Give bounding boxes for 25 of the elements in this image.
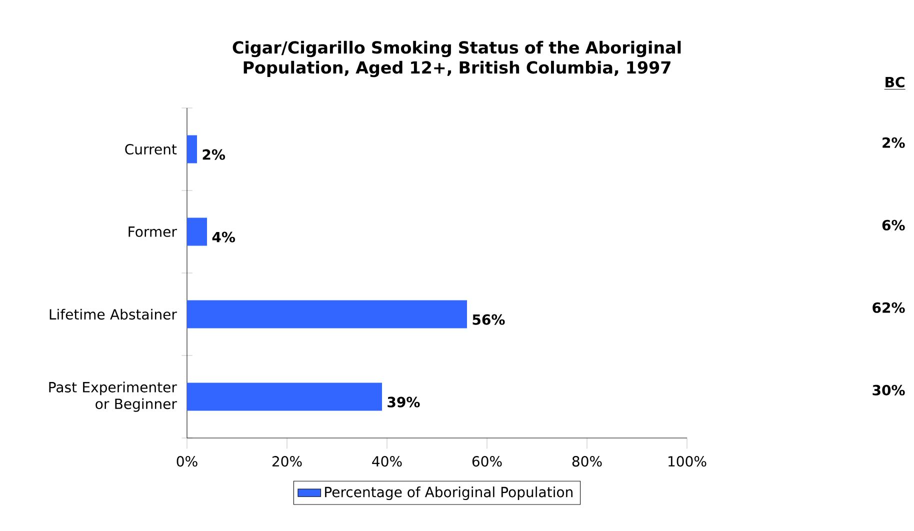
y-tick-label: Past Experimenter or Beginner xyxy=(49,382,177,412)
data-label: 56% xyxy=(472,314,505,325)
bar xyxy=(187,135,198,164)
y-tick-label: Current xyxy=(125,144,177,155)
bar xyxy=(187,300,468,328)
x-tick-label: 60% xyxy=(472,456,502,467)
text: 2% xyxy=(882,137,905,148)
text: 30% xyxy=(872,384,905,396)
data-label: 39% xyxy=(388,396,420,408)
legend-label: Percentage of Aboriginal Population xyxy=(325,486,572,500)
bar xyxy=(187,218,208,246)
x-tick-label: 100% xyxy=(668,456,706,467)
bar xyxy=(187,382,382,411)
y-tick-label: Former xyxy=(128,226,177,237)
x-tick-label: 20% xyxy=(272,456,302,467)
text: 62% xyxy=(872,302,905,313)
x-tick-label: 0% xyxy=(176,456,198,467)
y-tick-label: Lifetime Abstainer xyxy=(50,308,177,320)
text: BC xyxy=(886,76,904,88)
x-tick-label: 80% xyxy=(572,456,602,467)
chart-title: Cigar/Cigarillo Smoking Status of the Aboriginal Population, Aged 12+, British Columbia, 1997 xyxy=(232,40,681,78)
data-label: 2% xyxy=(202,149,226,160)
text: 6% xyxy=(882,220,905,230)
x-tick-label: 40% xyxy=(372,456,402,467)
data-label: 4% xyxy=(212,232,236,242)
